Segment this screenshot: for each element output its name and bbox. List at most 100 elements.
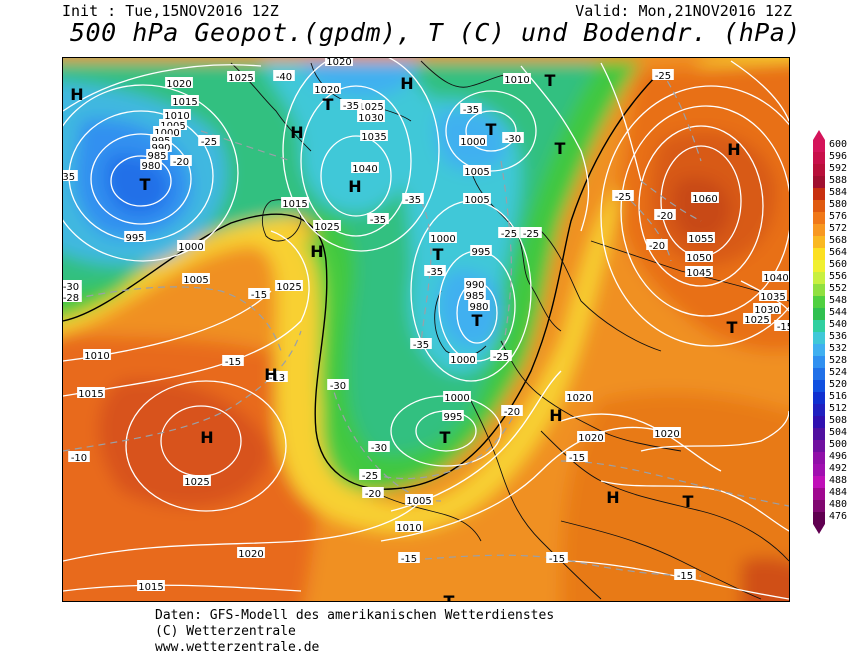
legend-swatch <box>813 380 825 392</box>
temperature-label-bg <box>460 103 482 114</box>
legend-swatch <box>813 392 825 404</box>
isobar-label: 1050 <box>686 253 711 264</box>
temperature-label: -20 <box>173 157 189 168</box>
isobar-label-bg <box>137 580 165 591</box>
high-pressure-marker: H <box>727 140 740 159</box>
isobar-label-bg <box>443 391 471 402</box>
temperature-isotherms <box>63 70 789 577</box>
isobar-label: 1015 <box>138 582 163 593</box>
legend-tick-label: 548 <box>829 295 848 306</box>
isobar-label-bg <box>429 232 457 243</box>
legend-swatch <box>813 320 825 332</box>
isobar-label: 1020 <box>566 393 591 404</box>
temperature-label-bg <box>198 135 220 146</box>
isobar-label-bg <box>449 353 477 364</box>
temperature-label: -15 <box>569 453 585 464</box>
legend-swatch <box>813 464 825 476</box>
legend-swatch <box>813 224 825 236</box>
temperature-label: -30 <box>505 134 521 145</box>
legend-tick-label: 492 <box>829 463 848 474</box>
legend-swatch <box>813 260 825 272</box>
temperature-label: -15 <box>777 322 789 333</box>
high-pressure-marker: H <box>310 242 323 261</box>
isobar-label-bg <box>442 410 464 421</box>
isobar-label-bg <box>281 197 309 208</box>
isobar-label-bg <box>565 391 593 402</box>
isobar-label: 1025 <box>358 102 383 113</box>
legend-swatch <box>813 368 825 380</box>
isobar-label-bg <box>77 387 105 398</box>
isobar-label-bg <box>653 427 681 438</box>
isobar-label-bg <box>275 280 303 291</box>
isobar-label-bg <box>743 313 771 324</box>
legend-tick-label: 588 <box>829 175 848 186</box>
temperature-label: -20 <box>365 489 381 500</box>
temperature-label: -35 <box>343 101 359 112</box>
legend-tick-label: 544 <box>829 307 848 318</box>
temperature-label-bg <box>674 569 696 580</box>
isobar-label: 1035 <box>361 132 386 143</box>
legend-tick-label: 596 <box>829 151 848 162</box>
isobar-label-bg <box>459 135 487 146</box>
temperature-label: -25 <box>362 471 378 482</box>
legend-tick-label: 528 <box>829 355 848 366</box>
low-pressure-marker: T <box>440 428 451 447</box>
isobar-label: 1000 <box>444 393 469 404</box>
temperature-label: -15 <box>401 554 417 565</box>
isobar-label-bg <box>313 83 341 94</box>
isobar-label: 1010 <box>504 75 529 86</box>
temperature-label: -28 <box>63 293 79 304</box>
high-pressure-marker: H <box>290 123 303 142</box>
isobar-label-bg <box>503 73 531 84</box>
legend-swatch <box>813 200 825 212</box>
isobar-label-bg <box>464 289 486 300</box>
low-pressure-marker: T <box>545 71 556 90</box>
isobar-label-bg <box>464 278 486 289</box>
temperature-label: -30 <box>330 381 346 392</box>
isobar-label-bg <box>150 141 172 152</box>
legend-tick-label: 532 <box>829 343 848 354</box>
isobar-label-bg <box>685 251 713 262</box>
legend-swatch <box>813 164 825 176</box>
temperature-label-bg <box>327 379 349 390</box>
temperature-label: -20 <box>504 407 520 418</box>
isobar-label-bg <box>395 521 423 532</box>
temperature-label: -25 <box>655 71 671 82</box>
high-pressure-marker: H <box>606 488 619 507</box>
isobar-label: 1015 <box>78 389 103 400</box>
init-time-label: Init : Tue,15NOV2016 12Z <box>62 2 279 20</box>
isobar-label: 1025 <box>276 282 301 293</box>
valid-time-label: Valid: Mon,21NOV2016 12Z <box>575 2 792 20</box>
map-canvas: 1020102510201020102510301035104010151010… <box>63 58 789 601</box>
temperature-label: -20 <box>657 211 673 222</box>
temperature-label-bg <box>273 70 295 81</box>
isobar-label: 1000 <box>178 242 203 253</box>
isobar-label: 985 <box>465 291 484 302</box>
isobar-label-bg <box>237 547 265 558</box>
isobar-label: 1020 <box>314 85 339 96</box>
temperature-label-bg <box>501 405 523 416</box>
temperature-label: -30 <box>371 443 387 454</box>
temperature-label-bg <box>410 338 432 349</box>
isobar-label-bg <box>140 159 162 170</box>
legend-swatch <box>813 284 825 296</box>
legend-swatch <box>813 356 825 368</box>
legend-swatch <box>813 296 825 308</box>
temperature-label: -25 <box>523 229 539 240</box>
isobar-label: 1045 <box>686 268 711 279</box>
isobar-label: 1020 <box>326 58 351 68</box>
isobar-label: 1025 <box>314 222 339 233</box>
legend-tick-label: 580 <box>829 199 848 210</box>
isobar-label: 1015 <box>172 97 197 108</box>
isobar-label-bg <box>759 290 787 301</box>
temperature-label-bg <box>68 451 90 462</box>
low-pressure-marker: T <box>323 95 334 114</box>
temperature-label-bg <box>646 239 668 250</box>
isobar-label: 1000 <box>460 137 485 148</box>
low-pressure-marker: T <box>727 318 738 337</box>
weather-map: 1020 1025 1020 1020 1025 1030 1035 1040 1015 1010… <box>62 57 790 602</box>
legend-swatch <box>813 176 825 188</box>
legend-tick-label: 560 <box>829 259 848 270</box>
high-pressure-marker: H <box>200 428 213 447</box>
isobar-label: 1000 <box>430 234 455 245</box>
